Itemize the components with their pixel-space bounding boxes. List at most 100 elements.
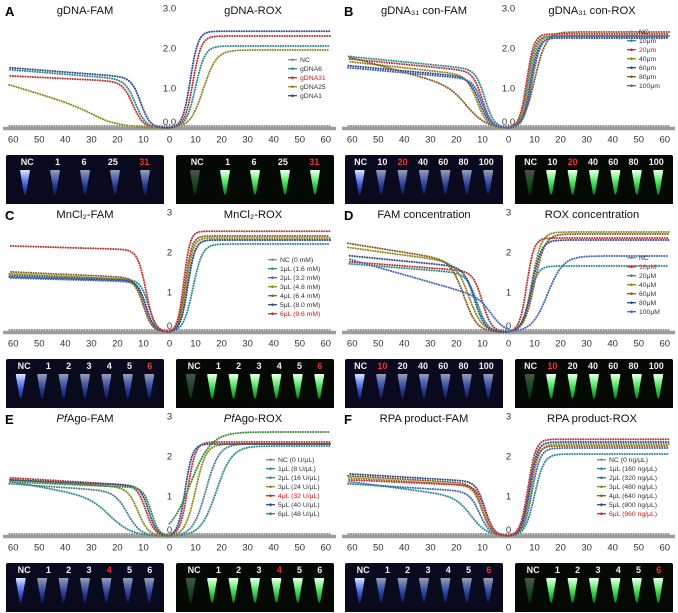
x-axis-tick: 20 — [112, 543, 123, 554]
y-axis-tick: 1 — [506, 288, 511, 299]
tube-icon — [310, 170, 320, 195]
tube-label: 80 — [458, 157, 469, 167]
tube-icon — [101, 578, 112, 603]
tube-label: 1 — [215, 361, 221, 371]
series-fam-curve — [347, 66, 510, 129]
series-fam-curve — [347, 482, 510, 537]
x-axis-tick: 50 — [294, 135, 305, 146]
x-axis-tick: 40 — [607, 135, 618, 146]
tube-label: 4 — [106, 565, 112, 575]
series-rox-curve — [168, 49, 331, 129]
panel-E: E PfAgo-FAM PfAgo-ROX 3 2 1 0 60 50 40 30 20 10 0 10 20… — [0, 408, 339, 612]
tube-label: 60 — [608, 361, 619, 371]
x-axis-tick: 30 — [242, 543, 253, 554]
tube-icon — [483, 374, 494, 399]
legend-marker-dot — [269, 485, 272, 488]
series-rox-curve — [507, 233, 670, 333]
tube-label: 5 — [297, 361, 303, 371]
series-rox-curve — [168, 445, 331, 537]
chart-title: MnCl₂-FAM — [56, 209, 113, 221]
series-rox-curve — [168, 243, 331, 333]
x-axis-tick: 10 — [190, 543, 201, 554]
panel-letter: B — [344, 4, 353, 19]
y-axis-tick: 3 — [506, 412, 511, 423]
tube-icon — [80, 170, 90, 195]
legend-label: 5μL (800 ng/μL) — [609, 502, 657, 509]
tube-label: NC — [524, 361, 538, 371]
tube-icon — [483, 170, 494, 195]
tube-image-rox-F: NC 1 2 3 4 5 6 — [515, 563, 673, 612]
tube-icon — [440, 170, 451, 195]
series-fam-curve — [347, 64, 510, 129]
legend-label: 10μm — [639, 38, 656, 45]
tube-icon — [58, 578, 69, 603]
x-axis-tick: 60 — [321, 135, 332, 146]
tube-label: 10 — [377, 157, 388, 167]
legend-label: NC (0 U/μL) — [278, 457, 314, 464]
series-rox-curve — [507, 255, 670, 333]
legend-label: 20μM — [639, 273, 656, 280]
legend-label: 4μL (6.4 mM) — [280, 293, 320, 300]
legend-label: 100μm — [639, 83, 660, 90]
x-axis-tick: 50 — [34, 339, 45, 350]
series-fam-curve — [347, 262, 510, 333]
tube-label: NC — [354, 361, 368, 371]
chart-title: RPA product-ROX — [547, 413, 637, 425]
legend-label: 3μL (24 U/μL) — [278, 484, 320, 491]
tube-shapes-row — [176, 168, 334, 195]
series-rox-curve — [507, 31, 670, 128]
tube-icon — [524, 374, 535, 399]
series-fam-curve — [8, 68, 171, 129]
x-axis-tick: 10 — [529, 543, 540, 554]
legend-marker-dot — [291, 67, 294, 70]
tube-label: 31 — [139, 157, 150, 167]
series-fam-curve — [8, 74, 171, 129]
legend-marker-dot — [271, 312, 274, 315]
tube-images-row-C: NC 1 2 3 4 5 6 NC 1 2 3 4 5 6 — [0, 357, 339, 408]
tube-icon — [220, 170, 230, 195]
tube-icon — [483, 578, 494, 603]
y-axis-tick: 0 — [167, 321, 172, 332]
x-axis-tick: 10 — [529, 339, 540, 350]
x-axis-tick: 60 — [660, 543, 671, 554]
legend-label: NC (0 mM) — [280, 257, 313, 264]
series-fam-curve — [347, 55, 510, 129]
tube-label-row: NC 1 6 25 31 — [6, 155, 164, 168]
tube-label: 40 — [417, 361, 428, 371]
y-axis-tick: 0 — [506, 321, 511, 332]
tube-label: NC — [187, 361, 201, 371]
series-fam-curve — [8, 270, 171, 333]
tube-label: 25 — [277, 157, 288, 167]
tube-icon — [314, 374, 325, 399]
legend-marker-dot — [630, 84, 633, 87]
x-axis-tick: 20 — [216, 543, 227, 554]
series-rox-curve — [168, 431, 331, 525]
tube-label-row: NC 10 20 40 60 80 100 — [515, 155, 673, 168]
x-axis-tick: 30 — [242, 339, 253, 350]
tube-label: 6 — [251, 157, 257, 167]
tube-label: 80 — [628, 157, 639, 167]
tube-icon — [228, 578, 239, 603]
chart-title: gDNA-FAM — [57, 5, 114, 17]
tube-icon — [524, 578, 535, 603]
tube-icon — [397, 374, 408, 399]
x-axis-tick: 20 — [555, 135, 566, 146]
tube-label: 5 — [127, 565, 133, 575]
x-axis-tick: 20 — [451, 135, 462, 146]
tube-icon — [462, 578, 472, 603]
tube-label: 25 — [107, 157, 118, 167]
chart-title: MnCl₂-ROX — [224, 209, 283, 221]
series-rox-curve — [168, 441, 331, 537]
tube-icon — [37, 374, 47, 399]
tube-icon — [376, 374, 386, 399]
tube-label: 2 — [236, 565, 242, 575]
chart-title: FAM concentration — [377, 209, 470, 221]
legend-marker-dot — [269, 476, 272, 479]
x-axis-tick: 40 — [399, 339, 410, 350]
tube-label: NC — [524, 157, 538, 167]
tube-shapes-row — [176, 372, 334, 399]
legend-marker-dot — [269, 494, 272, 497]
tube-label: 3 — [425, 565, 431, 575]
